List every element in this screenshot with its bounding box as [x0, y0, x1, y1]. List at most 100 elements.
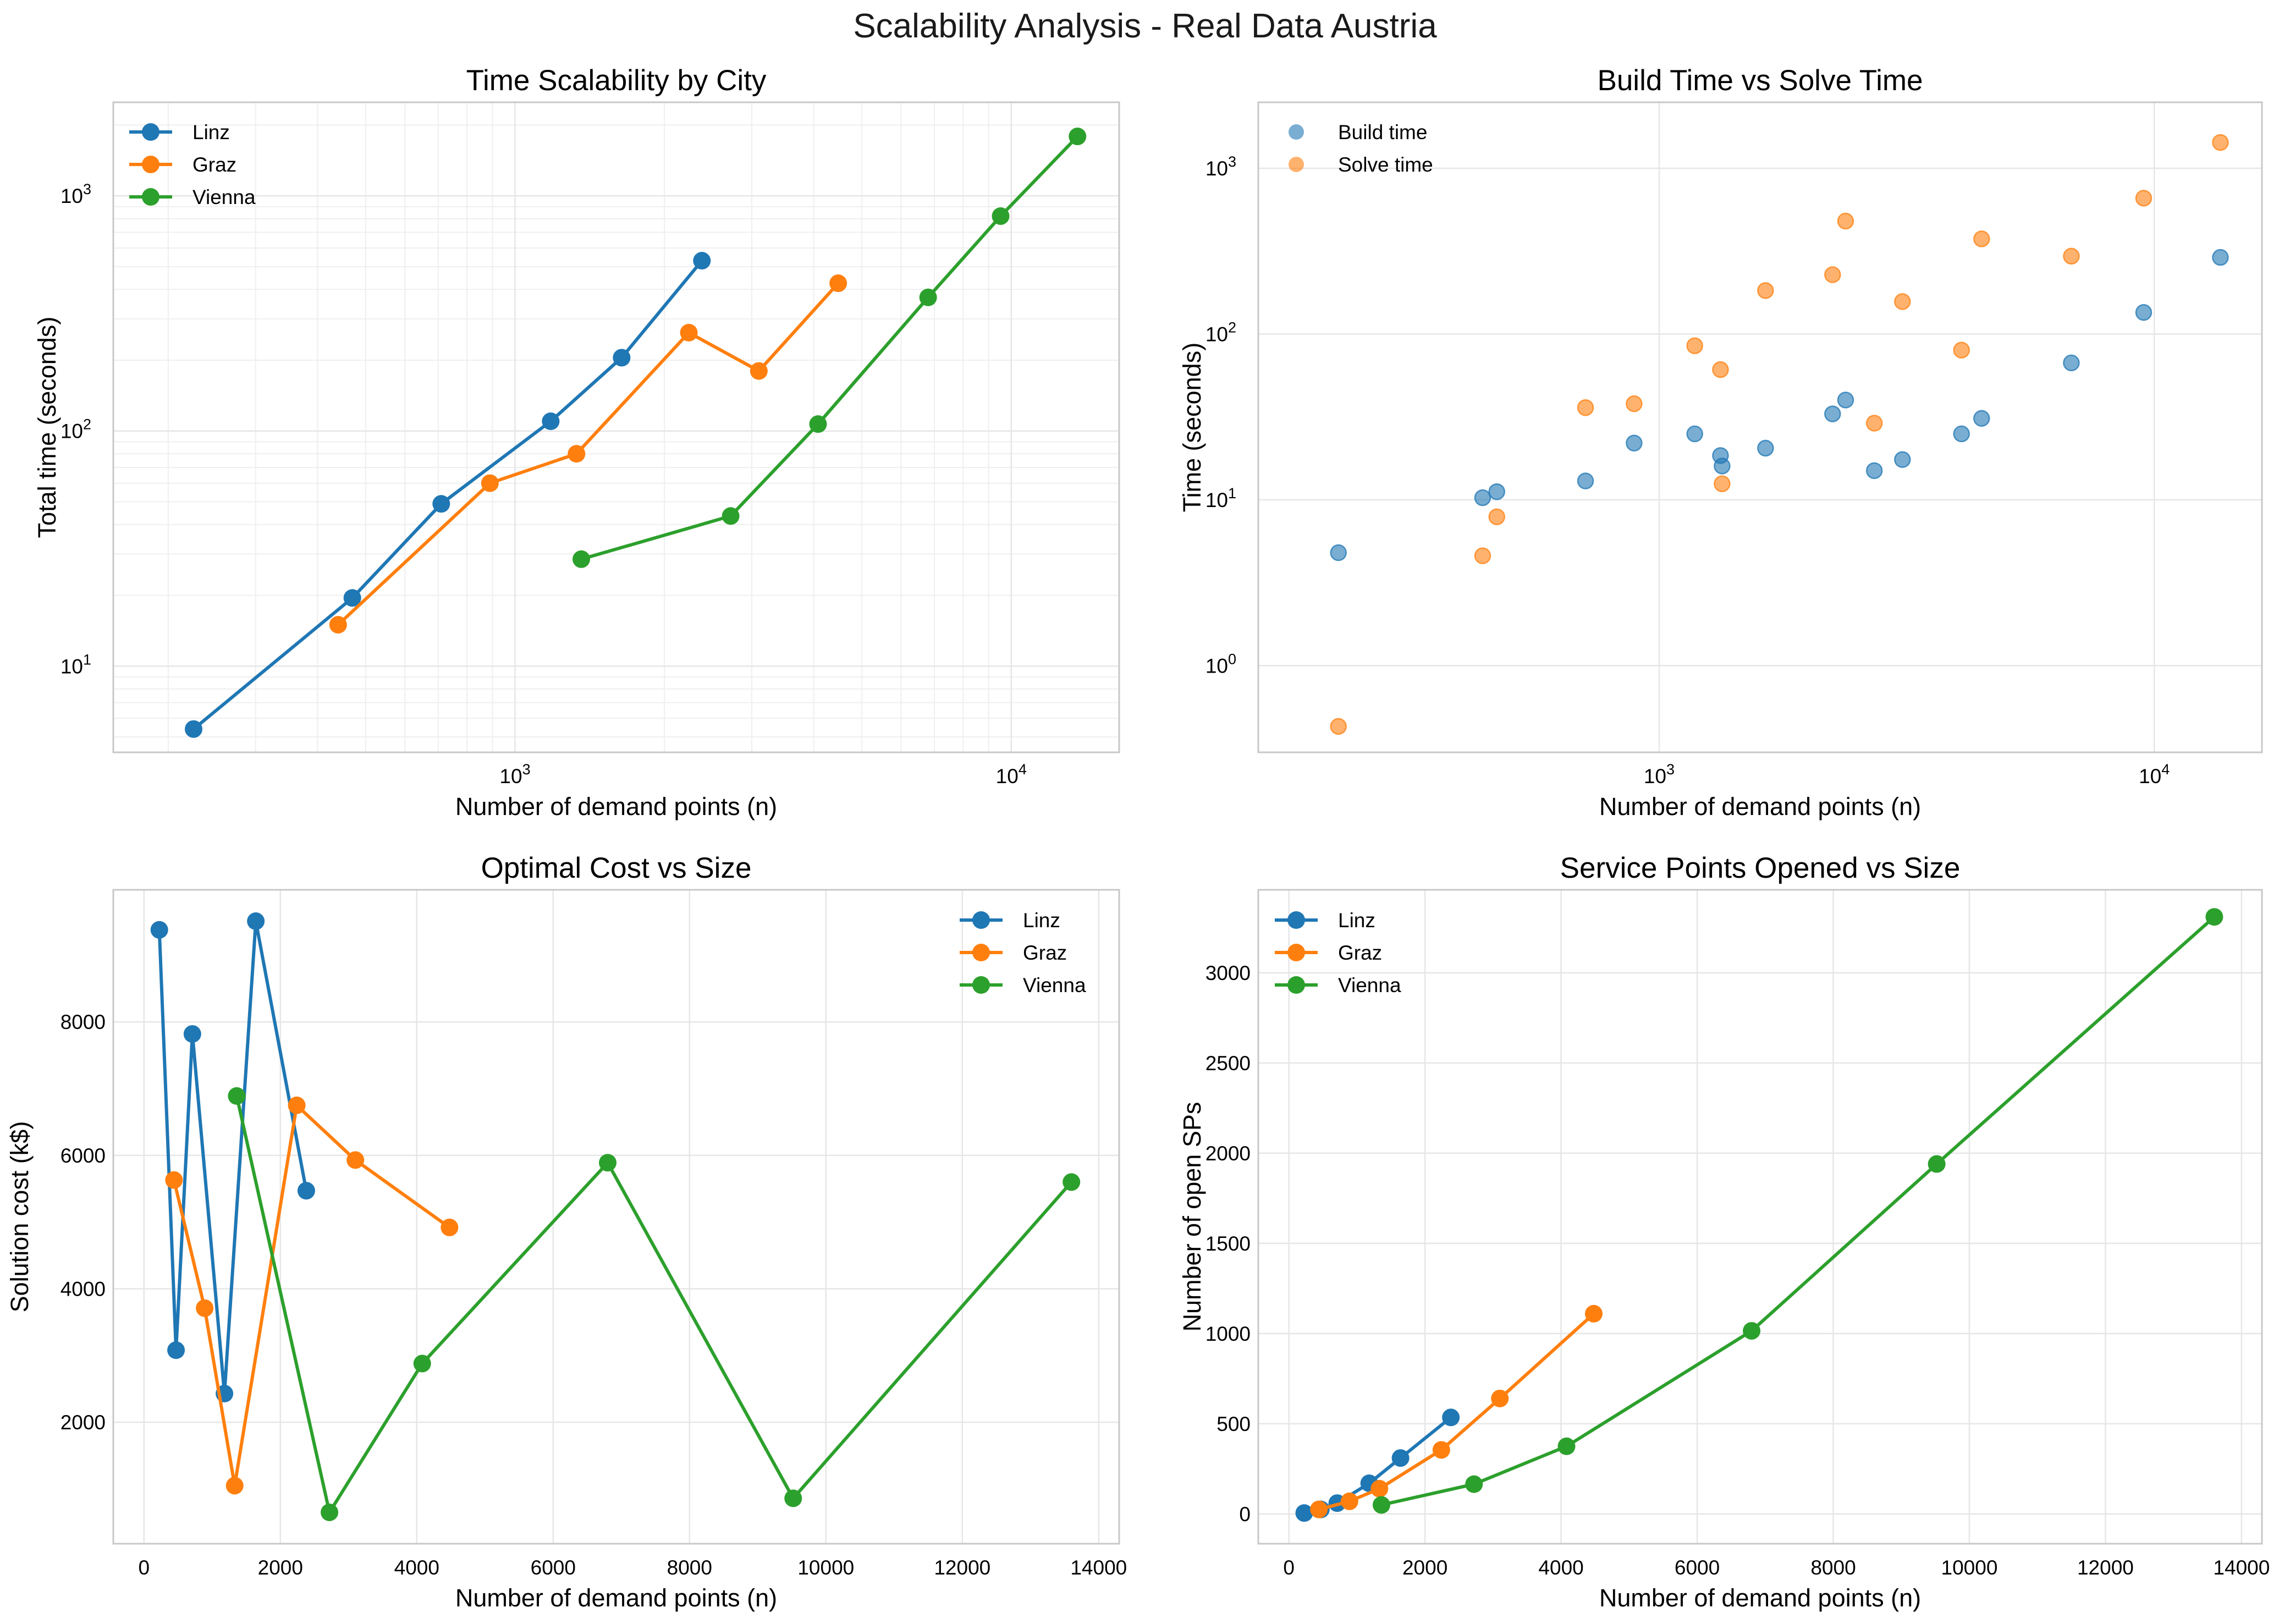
- series-build-time: [1330, 249, 2229, 561]
- x-axis: 103 104: [1644, 102, 2170, 788]
- legend-marker: [972, 976, 990, 994]
- y-tick-label: 103: [60, 181, 91, 207]
- data-point: [2063, 247, 2080, 265]
- data-point: [693, 252, 711, 270]
- data-point: [750, 362, 768, 380]
- data-point: [1372, 1496, 1390, 1514]
- chart-3: 0 2000 4000 6000 8000 10000 12000 14000 2000 4000…: [5, 852, 1127, 1612]
- legend-label: Graz: [1023, 942, 1067, 964]
- legend-marker: [142, 188, 159, 206]
- series-vienna: [228, 1087, 1081, 1521]
- legend-marker: [1287, 911, 1305, 929]
- data-point: [288, 1096, 306, 1114]
- data-point: [225, 1477, 244, 1495]
- data-point: [2205, 908, 2223, 926]
- series-solve-time: [1330, 134, 2229, 735]
- legend-entry-vienna: Vienna: [960, 974, 1086, 997]
- legend-label: Vienna: [1023, 974, 1086, 997]
- series-line-vienna: [581, 135, 1079, 561]
- data-point: [329, 615, 347, 634]
- data-point: [1824, 266, 1841, 283]
- data-point: [1626, 395, 1643, 412]
- legend-entry-graz: Graz: [129, 153, 236, 176]
- legend: Linz Graz Vienna: [1275, 909, 1401, 997]
- x-tick-label: 0: [1283, 1556, 1295, 1579]
- data-point: [1714, 475, 1731, 492]
- legend-label: Graz: [1338, 942, 1382, 964]
- y-axis: 2000 4000 6000 8000: [60, 1011, 1119, 1434]
- data-point: [321, 1503, 339, 1521]
- data-point: [1894, 451, 1911, 468]
- data-point: [432, 495, 450, 513]
- data-point: [2063, 354, 2080, 372]
- x-tick-label: 8000: [1810, 1556, 1856, 1579]
- legend-label: Linz: [1338, 909, 1375, 932]
- data-point: [1757, 282, 1774, 299]
- legend-label: Build time: [1338, 121, 1427, 144]
- x-tick-label: 10000: [797, 1556, 854, 1579]
- y-tick-label: 100: [1205, 651, 1236, 677]
- data-point: [613, 349, 631, 367]
- data-point: [1310, 1500, 1328, 1518]
- legend: Linz Graz Vienna: [960, 909, 1086, 997]
- y-axis-label: Solution cost (k$): [5, 1121, 34, 1313]
- data-point: [196, 1299, 214, 1317]
- x-tick-label: 2000: [1402, 1556, 1447, 1579]
- y-tick-label: 6000: [60, 1144, 106, 1167]
- y-tick-label: 1000: [1205, 1323, 1251, 1345]
- data-point: [481, 474, 499, 492]
- x-tick-label: 104: [996, 761, 1027, 788]
- data-point: [1837, 392, 1854, 409]
- data-point: [1686, 425, 1703, 443]
- data-point: [167, 1341, 185, 1359]
- x-axis-label: Number of demand points (n): [1599, 1584, 1921, 1612]
- series-line-graz: [172, 1103, 451, 1488]
- axes-frame: [112, 889, 1120, 1545]
- data-point: [1626, 434, 1643, 452]
- x-tick-label: 12000: [934, 1556, 990, 1579]
- data-point: [1837, 212, 1854, 230]
- x-tick-label: 6000: [531, 1556, 576, 1579]
- legend-entry-vienna: Vienna: [129, 186, 256, 208]
- legend-label: Solve time: [1338, 153, 1433, 176]
- data-point: [1432, 1441, 1450, 1459]
- series-line-vienna: [235, 1095, 1073, 1514]
- data-point: [1370, 1479, 1389, 1498]
- chart-title: Optimal Cost vs Size: [481, 852, 752, 884]
- y-tick-label: 8000: [60, 1011, 106, 1033]
- axes-frame: [1257, 101, 2263, 753]
- data-point: [1686, 337, 1703, 354]
- legend-marker: [1289, 124, 1304, 140]
- chart-title: Service Points Opened vs Size: [1560, 852, 1961, 884]
- y-tick-label: 2500: [1205, 1052, 1251, 1075]
- y-tick-label: 500: [1216, 1413, 1251, 1435]
- minor-grid: [113, 102, 1119, 752]
- data-point: [2135, 304, 2153, 321]
- y-tick-label: 4000: [60, 1278, 106, 1301]
- x-tick-label: 4000: [1538, 1556, 1583, 1579]
- x-tick-label: 10000: [1941, 1556, 1998, 1579]
- y-tick-label: 3000: [1205, 962, 1251, 984]
- data-point: [1865, 415, 1883, 432]
- legend-label: Vienna: [1338, 974, 1401, 997]
- y-tick-label: 1500: [1205, 1232, 1251, 1255]
- data-point: [1465, 1475, 1483, 1493]
- series-line-vienna: [1381, 915, 2216, 1507]
- x-tick-label: 12000: [2077, 1556, 2134, 1579]
- legend-label: Graz: [192, 153, 236, 176]
- y-tick-label: 102: [60, 416, 91, 443]
- data-point: [183, 1025, 201, 1043]
- data-point: [784, 1489, 802, 1507]
- legend-label: Linz: [192, 121, 230, 144]
- series-line-linz: [192, 260, 703, 731]
- legend-marker: [1289, 157, 1304, 172]
- legend-label: Linz: [1023, 909, 1060, 932]
- data-point: [1865, 462, 1883, 480]
- data-point: [1391, 1449, 1410, 1467]
- x-tick-label: 103: [1644, 761, 1675, 788]
- data-point: [2212, 249, 2229, 266]
- x-tick-label: 6000: [1675, 1556, 1720, 1579]
- axes-frame: [1257, 889, 2263, 1545]
